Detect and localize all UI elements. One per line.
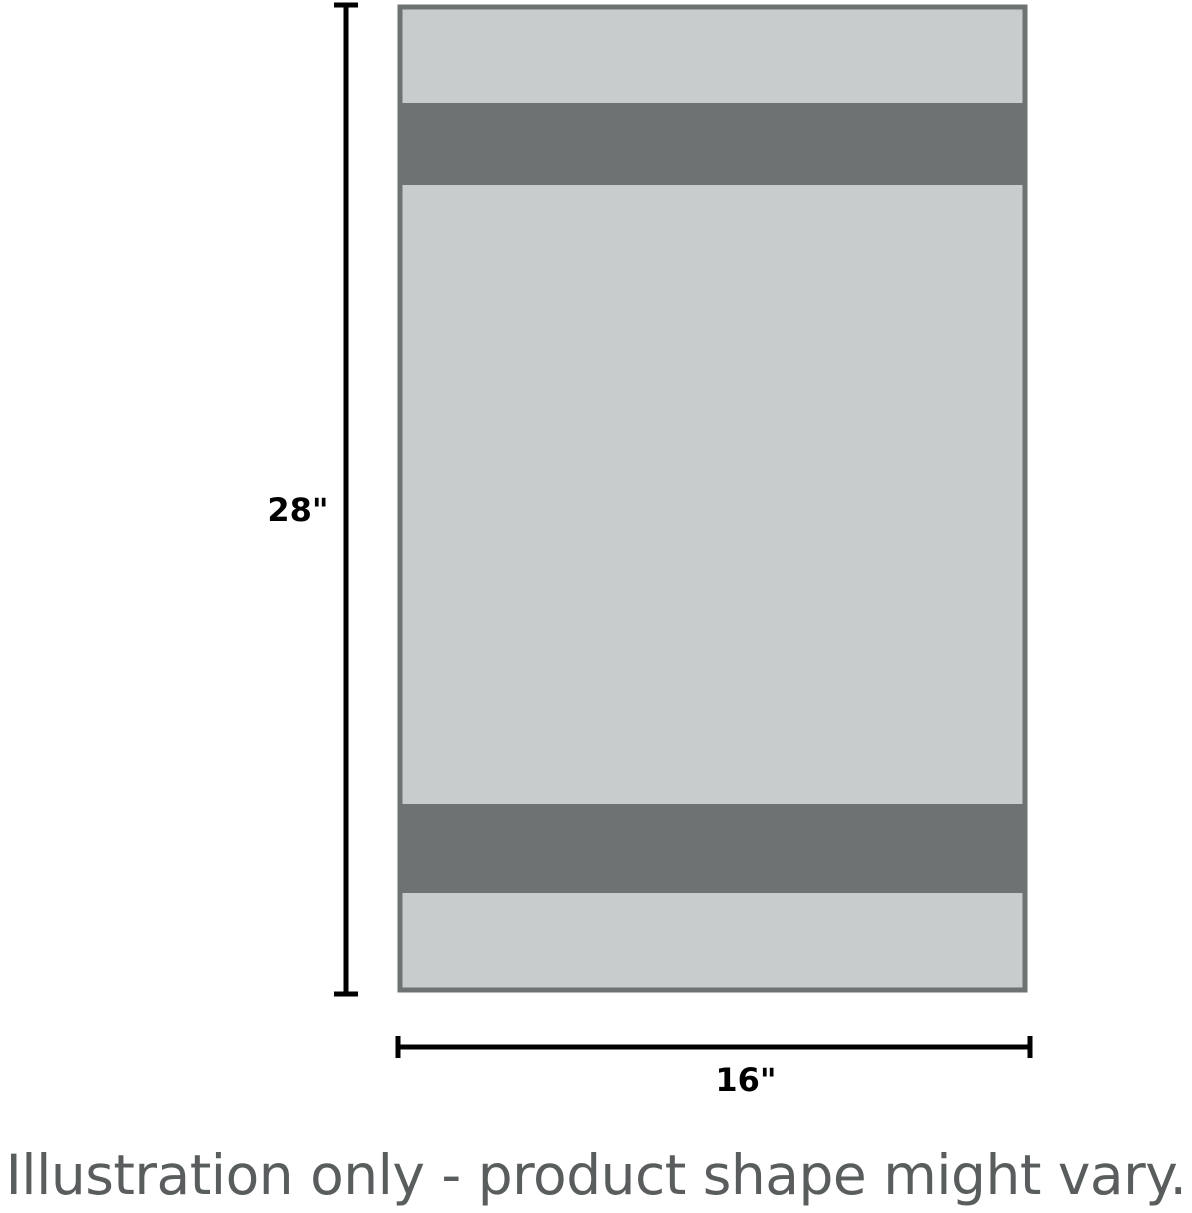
caption: Illustration only - product shape might … [5, 1143, 1187, 1207]
height-label: 28" [267, 491, 328, 529]
top-band [398, 103, 1027, 185]
bottom-band [398, 804, 1027, 893]
width-dimension-line [395, 1036, 1033, 1058]
height-dimension-line [334, 2, 358, 997]
width-label: 16" [715, 1061, 776, 1099]
